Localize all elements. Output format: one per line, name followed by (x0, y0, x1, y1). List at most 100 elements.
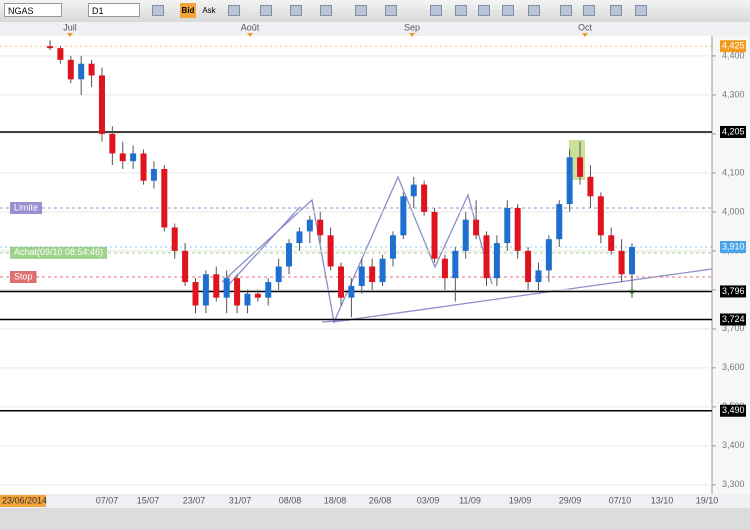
y-tick-label: 4,100 (722, 167, 745, 177)
tool-button[interactable] (290, 5, 302, 16)
month-marker (409, 33, 415, 37)
x-tick-label: 19/10 (696, 495, 719, 505)
month-label: Août (241, 22, 260, 32)
toolbar: NGAS D1 Bid Ask (0, 0, 750, 23)
month-bar (0, 22, 750, 36)
candle-body (566, 157, 573, 205)
candle-body (182, 250, 189, 283)
start-badge (0, 495, 46, 507)
candle-body (57, 48, 64, 60)
x-tick-label: 18/08 (324, 495, 347, 505)
candle-body (171, 227, 178, 251)
tool-button[interactable] (610, 5, 622, 16)
footer (0, 508, 750, 530)
tool-button[interactable] (320, 5, 332, 16)
candle-body (545, 239, 552, 271)
timeframe-select[interactable]: D1 (88, 3, 140, 17)
order-label: Stop (14, 271, 33, 281)
x-tick-label: 15/07 (137, 495, 160, 505)
x-tick-label: 08/08 (279, 495, 302, 505)
order-label: Limite (14, 202, 38, 212)
candle-body (119, 153, 126, 162)
tool-button[interactable] (455, 5, 467, 16)
y-tick-label: 3,700 (722, 323, 745, 333)
candle-body (577, 157, 584, 177)
y-tick-label: 3,600 (722, 362, 745, 372)
month-marker (582, 33, 588, 37)
candle-body (597, 196, 604, 236)
candle-body (483, 235, 490, 279)
candle-body (67, 59, 74, 80)
symbol-select[interactable]: NGAS (4, 3, 62, 17)
level-label: 3,724 (722, 314, 745, 324)
x-tick-label: 19/09 (509, 495, 532, 505)
candle-body (78, 63, 85, 80)
tool-button[interactable] (228, 5, 240, 16)
candle-body (504, 207, 511, 244)
candle-body (98, 75, 105, 134)
level-badge (720, 313, 746, 326)
candle-body (275, 266, 282, 283)
tool-button[interactable] (478, 5, 490, 16)
month-label: Oct (578, 22, 593, 32)
tool-button[interactable] (385, 5, 397, 16)
candle-body (130, 153, 137, 162)
tool-button[interactable] (583, 5, 595, 16)
month-label: Sep (404, 22, 420, 32)
x-tick-label: 07/10 (609, 495, 632, 505)
level-label: 3,490 (722, 405, 745, 415)
y-tick-label: 3,400 (722, 440, 745, 450)
candle-body (629, 246, 635, 275)
candle-body (234, 278, 241, 306)
candle-body (338, 266, 344, 298)
tool-button[interactable] (502, 5, 514, 16)
tool-button[interactable] (635, 5, 647, 16)
candle-body (608, 235, 615, 251)
candle-body (213, 274, 220, 298)
y-tick-label: 4,000 (722, 206, 745, 216)
month-marker (67, 33, 73, 37)
level-badge (720, 240, 746, 253)
date-bar (0, 494, 750, 508)
candle-body (618, 250, 625, 275)
tool-button[interactable] (560, 5, 572, 16)
x-tick-label: 11/09 (459, 495, 481, 505)
drawings (221, 175, 713, 325)
tool-button[interactable] (528, 5, 540, 16)
tool-button[interactable] (260, 5, 272, 16)
bid-button[interactable]: Bid (180, 3, 196, 18)
order-badge (10, 246, 108, 259)
level-badge (720, 40, 746, 53)
y-tick-label: 3,300 (722, 479, 745, 489)
candle-body (296, 231, 303, 244)
candle-body (317, 219, 324, 236)
candle-body (587, 176, 594, 197)
ask-button[interactable]: Ask (202, 6, 216, 15)
candle-body (244, 293, 251, 306)
candle-body (161, 169, 168, 228)
x-tick-label: 13/10 (651, 495, 674, 505)
candle-body (192, 282, 199, 306)
chart: 3,3003,4003,5003,6003,7003,8003,9004,000… (0, 22, 750, 530)
candle-body (400, 196, 407, 236)
candle-body (379, 258, 386, 283)
trend-line (221, 206, 301, 293)
candle-body (556, 204, 563, 240)
x-tick-label: 23/07 (183, 495, 206, 505)
candle-body (473, 219, 480, 236)
tool-button[interactable] (355, 5, 367, 16)
candle-body (462, 219, 469, 251)
x-tick-label: 03/09 (417, 495, 440, 505)
x-tick-label: 31/07 (229, 495, 252, 505)
x-tick-label: 29/09 (559, 495, 582, 505)
candle-body (254, 293, 261, 298)
candle-body (358, 266, 365, 286)
chart-type-button[interactable] (152, 5, 164, 16)
candle-body (223, 278, 230, 298)
candle-body (47, 46, 53, 49)
candle-body (202, 274, 209, 306)
y-tick-label: 4,300 (722, 89, 745, 99)
tool-button[interactable] (430, 5, 442, 16)
candle-body (369, 266, 376, 283)
